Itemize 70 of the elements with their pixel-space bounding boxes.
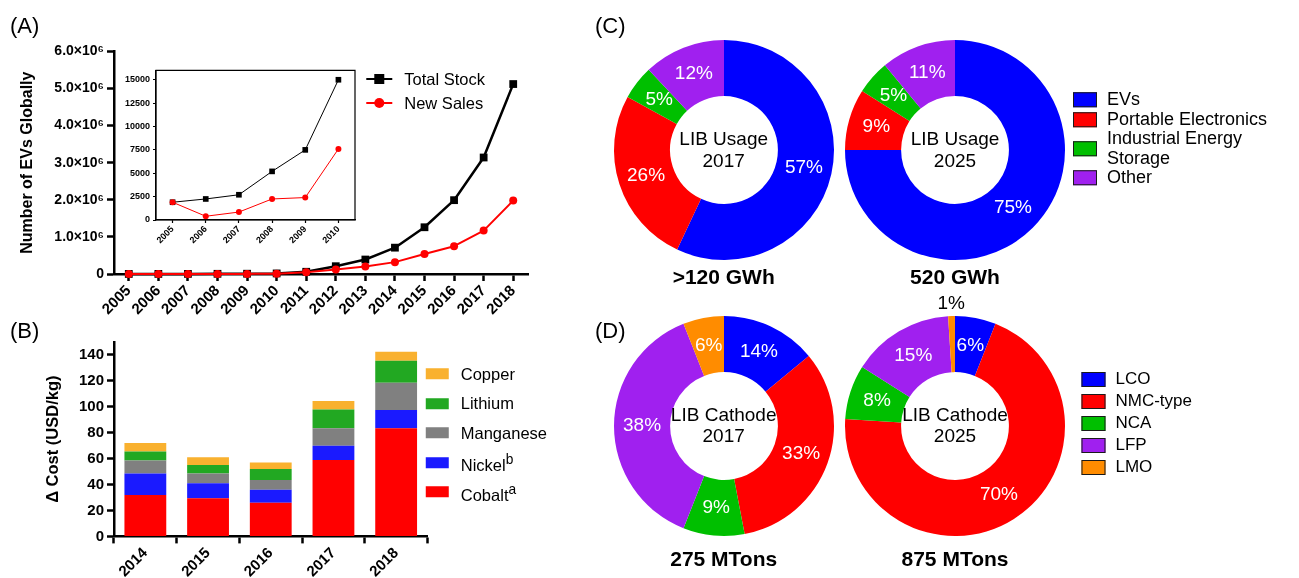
y-tick-label: 2.0×10⁶ [54, 190, 104, 207]
text: LIB Usage 2017 [679, 128, 769, 171]
y-tick-label: 120 [78, 371, 104, 389]
y-tick-label: 0 [95, 526, 104, 544]
data-label: 8% [863, 388, 891, 410]
text: 875 MTons [901, 547, 1009, 570]
legend-label: Copper [460, 364, 515, 384]
legend-label: Cobalt$^{a}$ [460, 480, 517, 505]
data-label: 70% [979, 483, 1019, 505]
text: LIB Cathode 2025 [902, 403, 1008, 447]
data-label: 14% [739, 339, 778, 361]
y-tick-label: 0 [96, 264, 105, 281]
legend-label: Industrial Energy Storage [1107, 128, 1244, 169]
y-tick-label: 15000 [124, 74, 150, 85]
data-label: 38% [622, 413, 661, 435]
data-label: 75% [993, 196, 1033, 218]
text: LIB Usage 2025 [910, 128, 1000, 171]
data-label: 6% [694, 333, 723, 355]
legend-label: Nickel$^{b}$ [460, 451, 514, 475]
y-tick-label: 2500 [129, 191, 150, 202]
data-label: 26% [626, 163, 665, 185]
y-tick-label: 40 [87, 474, 104, 492]
legend-label: Portable Electronics [1107, 108, 1268, 130]
legend-label: EVs [1107, 89, 1141, 110]
data-label: 6% [956, 333, 985, 355]
text: >120 GWh [672, 265, 775, 288]
text: 520 GWh [910, 265, 1000, 288]
data-label: 5% [645, 88, 673, 110]
y-axis-title: Δ Cost (USD/kg) [43, 375, 62, 503]
y-tick-label: 10000 [124, 120, 150, 131]
y-tick-label: 140 [78, 345, 104, 363]
text: 275 MTons [670, 547, 778, 570]
y-tick-label: 6.0×10⁶ [54, 42, 104, 59]
y-tick-label: 20 [87, 500, 104, 518]
y-tick-label: 12500 [124, 97, 150, 108]
data-label: 15% [894, 343, 933, 365]
legend-label: Lithium [460, 393, 514, 414]
y-tick-label: 1.0×10⁶ [54, 227, 104, 244]
y-tick-label: 80 [87, 422, 104, 440]
y-tick-label: 4.0×10⁶ [54, 116, 104, 133]
data-label: 9% [862, 115, 891, 137]
y-tick-label: 60 [87, 448, 104, 466]
legend-label: Manganese [460, 423, 547, 443]
legend-label: NCA [1115, 412, 1152, 434]
data-label: 9% [702, 495, 730, 517]
text: (D) [595, 318, 626, 344]
text: (C) [595, 13, 626, 39]
y-tick-label: 5000 [129, 167, 150, 178]
legend-label: Total Stock [404, 69, 485, 89]
text: (B) [10, 318, 40, 344]
legend-label: LCO [1115, 368, 1151, 390]
text: (A) [10, 13, 40, 39]
data-label: 12% [674, 62, 713, 84]
data-label: 33% [781, 441, 820, 463]
data-label: 1% [937, 291, 965, 313]
legend-label: LFP [1115, 434, 1147, 456]
legend-label: New Sales [404, 93, 484, 113]
legend-label: LMO [1115, 456, 1153, 478]
legend-label: Other [1107, 167, 1153, 188]
y-tick-label: 0 [144, 214, 150, 225]
y-axis-title: Number of EVs Globally [18, 71, 36, 254]
y-tick-label: 100 [78, 396, 104, 414]
y-tick-label: 3.0×10⁶ [54, 153, 104, 170]
legend-label: NMC-type [1115, 390, 1192, 412]
data-label: 5% [879, 84, 908, 106]
text: LIB Cathode 2017 [670, 403, 777, 447]
y-tick-label: 5.0×10⁶ [54, 79, 104, 96]
y-tick-label: 7500 [129, 144, 150, 155]
data-label: 11% [908, 61, 946, 83]
data-label: 57% [784, 156, 823, 178]
